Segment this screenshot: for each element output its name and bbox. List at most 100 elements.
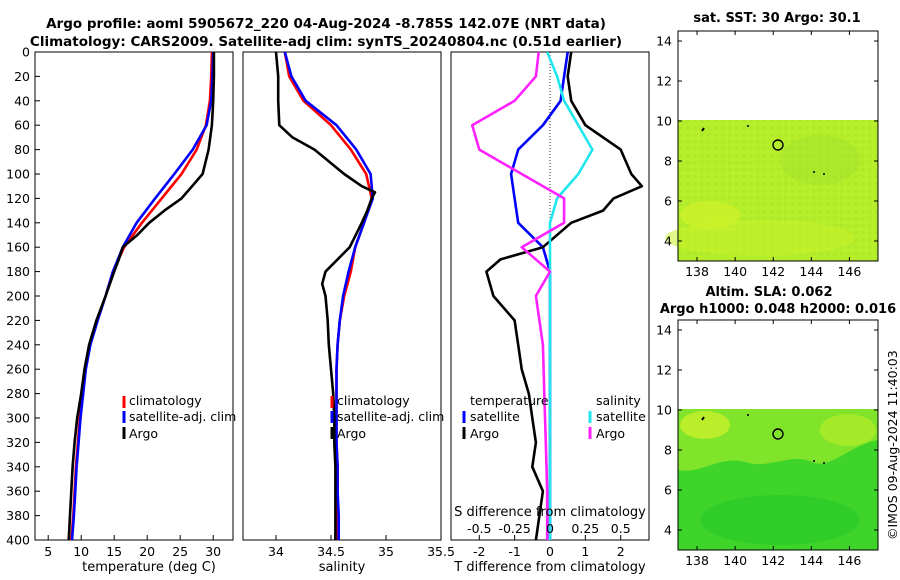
map-y-tick-label: 12 [656, 363, 672, 378]
x-tick-label: 34.5 [317, 544, 345, 559]
argo-line [67, 52, 216, 540]
sla-high-patch [820, 414, 876, 446]
argo-position-marker [772, 428, 784, 440]
map-y-tick-label: 8 [664, 154, 672, 169]
legend-t-argo-label: Argo [470, 426, 499, 441]
map-y-tick-label: 10 [656, 114, 672, 129]
x-tick-label: 15 [106, 544, 122, 559]
y-tick-label: 260 [6, 362, 30, 377]
legend-t-satellite-label: satellite [470, 409, 520, 424]
y-tick-label: 340 [6, 459, 30, 474]
map-y-tick-label: 12 [656, 74, 672, 89]
y-tick-label: 380 [6, 508, 30, 523]
figure-title-line2: Climatology: CARS2009. Satellite-adj cli… [30, 34, 622, 50]
island [747, 125, 749, 127]
x-tick-label: 10 [73, 544, 89, 559]
x-tick-label: 35.5 [427, 544, 455, 559]
s-diff-tick-label: -0.5 [467, 521, 491, 536]
legend-s-satellite-label: satellite [596, 409, 646, 424]
sla-map-panel: Altim. SLA: 0.062 Argo h1000: 0.048 h200… [656, 285, 896, 568]
sla-axes-box [677, 319, 879, 551]
map-x-tick-label: 138 [685, 553, 709, 568]
map-y-tick-label: 10 [656, 403, 672, 418]
island [823, 462, 825, 464]
figure-title-line1: Argo profile: aoml 5905672_220 04-Aug-20… [46, 16, 606, 32]
x-tick-label: -1 [508, 544, 520, 559]
argo-line [274, 52, 377, 540]
y-tick-label: 360 [6, 484, 30, 499]
island [747, 414, 749, 416]
y-tick-label: 220 [6, 313, 30, 328]
difference-legend: temperature satellite Argo salinity sate… [462, 393, 646, 441]
x-tick-label: 25 [172, 544, 188, 559]
y-tick-label: 400 [6, 533, 30, 548]
y-tick-label: 280 [6, 386, 30, 401]
sst-cool-patch [780, 135, 860, 185]
map-x-tick-label: 138 [685, 264, 709, 279]
sst-map-panel: sat. SST: 30 Argo: 30.1 138 140 142 144 1464… [656, 11, 879, 279]
map-x-tick-label: 142 [761, 264, 785, 279]
map-y-tick-label: 14 [656, 34, 672, 49]
map-y-tick-label: 14 [656, 323, 672, 338]
salinity-xlabel: salinity [319, 560, 366, 575]
s-diff-tick-label: -0.25 [498, 521, 530, 536]
sla-low-patch [700, 495, 860, 545]
island [701, 127, 705, 132]
sst-axes-box [677, 30, 879, 262]
map-x-tick-label: 146 [837, 553, 861, 568]
island [813, 171, 815, 173]
y-tick-label: 320 [6, 435, 30, 450]
difference-panel: -2 -1 0 1 2 S difference from climatology -0… [450, 51, 650, 575]
satellite-adj-clim-line [283, 52, 375, 540]
map-x-tick-label: 140 [723, 264, 747, 279]
y-tick-label: 120 [6, 191, 30, 206]
salinity-panel: 34 34.5 35 35.5 salinity climatology satell… [242, 51, 455, 575]
map-y-tick-label: 6 [664, 194, 672, 209]
y-tick-label: 20 [14, 69, 30, 84]
map-x-tick-label: 144 [799, 553, 823, 568]
island [701, 416, 705, 421]
x-tick-label: 2 [617, 544, 625, 559]
x-tick-label: 35 [378, 544, 394, 559]
x-tick-label: 30 [205, 544, 221, 559]
y-tick-label: 100 [6, 167, 30, 182]
argo-position-marker [772, 139, 784, 151]
imos-timestamp: ©IMOS 09-Aug-2024 11:40:03 [885, 350, 900, 540]
y-tick-label: 140 [6, 215, 30, 230]
y-tick-label: 300 [6, 411, 30, 426]
legend-satellite-label: satellite-adj. clim [129, 409, 236, 424]
island [823, 173, 825, 175]
y-tick-label: 180 [6, 264, 30, 279]
s-difference-top-label: S difference from climatology [454, 505, 646, 520]
t-argo-diff-line [485, 52, 644, 540]
x-tick-label: 0 [546, 544, 554, 559]
x-tick-label: -2 [473, 544, 485, 559]
s-diff-tick-label: 0.25 [571, 521, 599, 536]
y-tick-label: 80 [14, 142, 30, 157]
t-difference-xlabel: T difference from climatology [453, 560, 646, 575]
legend-climatology-label: climatology [129, 393, 202, 408]
s-diff-tick-label: 0 [546, 521, 554, 536]
x-tick-label: 34 [268, 544, 284, 559]
s-argo-diff-line [470, 52, 566, 540]
map-x-tick-label: 142 [761, 553, 785, 568]
temperature-xlabel: temperature (deg C) [82, 560, 216, 575]
x-tick-label: 1 [581, 544, 589, 559]
legend-temperature-title: temperature [470, 393, 549, 408]
sst-map-title: sat. SST: 30 Argo: 30.1 [693, 11, 860, 26]
y-tick-label: 0 [22, 45, 30, 60]
y-tick-label: 160 [6, 240, 30, 255]
sla-high-patch [680, 411, 730, 439]
legend-salinity-title: salinity [596, 393, 641, 408]
y-tick-label: 200 [6, 289, 30, 304]
legend-argo-label: Argo [337, 426, 366, 441]
y-tick-label: 60 [14, 118, 30, 133]
legend-s-argo-label: Argo [596, 426, 625, 441]
sla-map-title: Altim. SLA: 0.062 [706, 285, 833, 300]
sst-warm-patch [680, 201, 740, 229]
s-diff-tick-label: 0.5 [611, 521, 631, 536]
temperature-panel: 0 20 40 60 80 100 120 140 160 180 200 220 240 260 280 3… [6, 45, 236, 576]
sla-map-subtitle: Argo h1000: 0.048 h2000: 0.016 [660, 302, 896, 317]
legend-argo-label: Argo [129, 426, 158, 441]
